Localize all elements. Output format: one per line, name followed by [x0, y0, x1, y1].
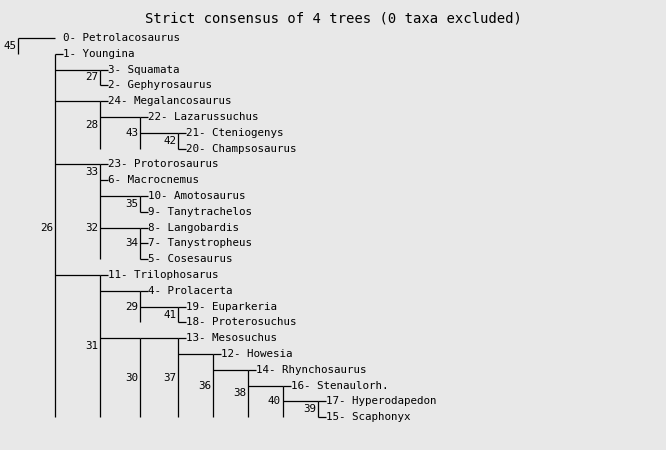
Text: 9- Tanytrachelos: 9- Tanytrachelos [148, 207, 252, 217]
Text: 32: 32 [85, 223, 98, 233]
Text: 28: 28 [85, 120, 98, 130]
Text: 6- Macrocnemus: 6- Macrocnemus [108, 175, 199, 185]
Text: 22- Lazarussuchus: 22- Lazarussuchus [148, 112, 258, 122]
Text: 23- Protorosaurus: 23- Protorosaurus [108, 159, 218, 169]
Text: 4- Prolacerta: 4- Prolacerta [148, 286, 232, 296]
Text: 26: 26 [40, 223, 53, 233]
Text: 11- Trilophosarus: 11- Trilophosarus [108, 270, 218, 280]
Text: 18- Proterosuchus: 18- Proterosuchus [186, 317, 296, 328]
Text: 2- Gephyrosaurus: 2- Gephyrosaurus [108, 81, 212, 90]
Text: 35: 35 [125, 199, 138, 209]
Text: 36: 36 [198, 381, 211, 391]
Text: 34: 34 [125, 238, 138, 248]
Text: 45: 45 [3, 41, 16, 51]
Text: 5- Cosesaurus: 5- Cosesaurus [148, 254, 232, 264]
Text: 1- Youngina: 1- Youngina [63, 49, 135, 59]
Text: 8- Langobardis: 8- Langobardis [148, 223, 239, 233]
Text: 16- Stenaulorh.: 16- Stenaulorh. [291, 381, 388, 391]
Text: 20- Champsosaurus: 20- Champsosaurus [186, 144, 296, 153]
Text: 7- Tanystropheus: 7- Tanystropheus [148, 238, 252, 248]
Text: 41: 41 [163, 310, 176, 320]
Text: 39: 39 [303, 404, 316, 414]
Text: 27: 27 [85, 72, 98, 82]
Text: 31: 31 [85, 341, 98, 351]
Text: 37: 37 [163, 373, 176, 382]
Text: 40: 40 [268, 396, 281, 406]
Text: 29: 29 [125, 302, 138, 311]
Text: 43: 43 [125, 128, 138, 138]
Text: 15- Scaphonyx: 15- Scaphonyx [326, 412, 410, 422]
Text: 21- Cteniogenys: 21- Cteniogenys [186, 128, 284, 138]
Text: 38: 38 [233, 388, 246, 399]
Text: 42: 42 [163, 136, 176, 146]
Text: 12- Howesia: 12- Howesia [221, 349, 292, 359]
Text: Strict consensus of 4 trees (0 taxa excluded): Strict consensus of 4 trees (0 taxa excl… [145, 12, 521, 26]
Text: 33: 33 [85, 167, 98, 177]
Text: 24- Megalancosaurus: 24- Megalancosaurus [108, 96, 232, 106]
Text: 13- Mesosuchus: 13- Mesosuchus [186, 333, 277, 343]
Text: 0- Petrolacosaurus: 0- Petrolacosaurus [63, 33, 180, 43]
Text: 19- Euparkeria: 19- Euparkeria [186, 302, 277, 311]
Text: 14- Rhynchosaurus: 14- Rhynchosaurus [256, 365, 366, 375]
Text: 30: 30 [125, 373, 138, 382]
Text: 3- Squamata: 3- Squamata [108, 65, 180, 75]
Text: 17- Hyperodapedon: 17- Hyperodapedon [326, 396, 436, 406]
Text: 10- Amotosaurus: 10- Amotosaurus [148, 191, 246, 201]
